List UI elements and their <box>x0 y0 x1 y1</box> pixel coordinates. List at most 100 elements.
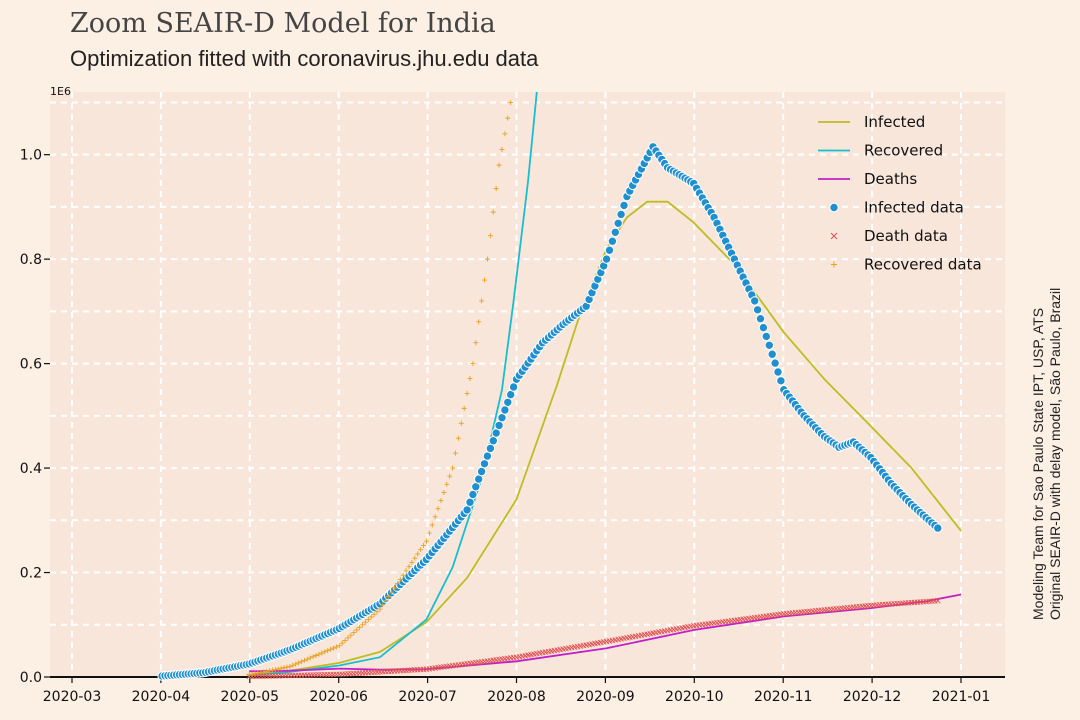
legend-item-recovered: Recovered <box>818 142 943 160</box>
x-tick-label: 2021-01 <box>932 689 991 705</box>
legend-item-death-data: Death data <box>830 227 948 245</box>
recovered-data-point <box>333 644 339 650</box>
x-tick-label: 2020-06 <box>309 689 368 705</box>
recovered-data-point <box>397 576 403 582</box>
infected-data-point <box>601 254 612 264</box>
recovered-data-point <box>287 664 293 670</box>
infected-data-point <box>750 296 760 306</box>
recovered-data-point <box>301 657 307 663</box>
recovered-data-point <box>354 627 360 633</box>
y-multiplier-label: 1E6 <box>50 85 71 98</box>
recovered-data-point <box>360 622 366 628</box>
recovered-data-point <box>502 131 508 137</box>
recovered-data-point <box>484 256 490 262</box>
infected-data-point <box>767 349 777 359</box>
legend-label: Infected <box>864 113 925 131</box>
recovered-data-point <box>464 390 470 396</box>
y-tick-label: 0.0 <box>20 670 42 686</box>
infected-data-point <box>476 466 487 477</box>
chart-subtitle: Optimization fitted with coronavirus.jhu… <box>70 46 539 71</box>
legend-item-infected: Infected <box>818 113 925 131</box>
legend-item-deaths: Deaths <box>818 170 917 188</box>
series-infected-data <box>157 142 943 681</box>
series-recovered <box>249 91 538 677</box>
infected-data-point <box>764 340 774 350</box>
recovered-data-point <box>482 277 488 283</box>
recovered-data-point <box>316 651 322 657</box>
recovered-data-point <box>374 609 380 615</box>
recovered-data-point <box>452 450 458 456</box>
infected-data-point <box>508 382 519 392</box>
infected-data-point <box>607 236 618 246</box>
recovered-data-point <box>275 666 281 672</box>
series-line-recovered <box>249 91 538 677</box>
recovered-data-point <box>391 585 397 591</box>
legend-item-infected-data: Infected data <box>829 199 964 217</box>
infected-data-point <box>619 200 629 211</box>
legend-label: Infected data <box>864 199 964 217</box>
recovered-data-point <box>264 668 270 674</box>
infected-data-point <box>752 305 763 315</box>
y-tick-label: 0.6 <box>20 357 42 373</box>
x-tick-label: 2020-05 <box>221 689 280 705</box>
legend-label: Recovered <box>864 142 943 160</box>
axes: 2020-03 2020-04 2020-05 2020-06 2020-07 2020-… <box>20 85 1005 705</box>
recovered-data-point <box>418 547 424 553</box>
x-tick-label: 2020-11 <box>754 689 813 705</box>
recovered-data-point <box>383 598 389 604</box>
recovered-data-point <box>319 650 325 656</box>
recovered-data-point <box>293 661 299 667</box>
recovered-data-point <box>435 506 441 512</box>
infected-data-point <box>776 376 786 386</box>
x-tick-label: 2020-04 <box>132 689 191 705</box>
recovered-data-point <box>403 568 409 574</box>
infected-data-point <box>613 218 623 229</box>
recovered-data-point <box>339 640 345 646</box>
recovered-data-point <box>455 435 461 441</box>
recovered-data-point <box>357 624 363 630</box>
recovered-data-point <box>458 420 464 426</box>
infected-data-point <box>497 413 507 423</box>
recovered-data-point <box>342 637 348 643</box>
infected-data-point <box>468 489 478 500</box>
recovered-data-point <box>380 602 386 608</box>
legend-item-recovered-data: Recovered data <box>831 256 982 274</box>
recovered-data-point <box>406 564 412 570</box>
recovered-data-point <box>284 664 290 670</box>
recovered-data-point <box>330 645 336 651</box>
recovered-data-point <box>336 643 342 649</box>
recovered-data-point <box>386 593 392 599</box>
recovered-data-point <box>400 572 406 578</box>
recovered-data-point <box>307 655 313 661</box>
infected-data-point <box>610 227 620 238</box>
x-tick-label: 2020-10 <box>665 689 724 705</box>
recovered-data-point <box>444 481 450 487</box>
infected-data-point <box>616 209 626 220</box>
recovered-data-point <box>371 611 377 617</box>
x-tick-label: 2020-09 <box>576 689 635 705</box>
y-tick-label: 0.4 <box>20 461 42 477</box>
infected-data-point <box>604 245 615 255</box>
recovered-data-point <box>490 209 496 215</box>
infected-data-point <box>761 331 771 342</box>
recovered-data-point <box>261 669 267 675</box>
legend-label: Death data <box>864 227 948 245</box>
infected-data-point <box>465 497 475 507</box>
recovered-data-point <box>290 662 296 668</box>
recovered-data-point <box>258 670 264 676</box>
recovered-data-point <box>345 635 351 641</box>
legend-label: Recovered data <box>864 256 982 274</box>
recovered-data-point <box>479 298 485 304</box>
infected-data-point <box>488 436 498 446</box>
series-layer <box>157 91 962 681</box>
recovered-data-point <box>412 555 418 561</box>
infected-data-point <box>462 505 472 515</box>
infected-data-point <box>485 443 496 454</box>
infected-data-point <box>500 405 510 415</box>
recovered-data-point <box>421 542 427 548</box>
recovered-data-point <box>493 186 499 192</box>
infected-data-point <box>482 451 493 461</box>
recovered-data-point <box>499 146 505 152</box>
recovered-data-point <box>450 465 456 471</box>
recovered-data-point <box>429 522 435 528</box>
